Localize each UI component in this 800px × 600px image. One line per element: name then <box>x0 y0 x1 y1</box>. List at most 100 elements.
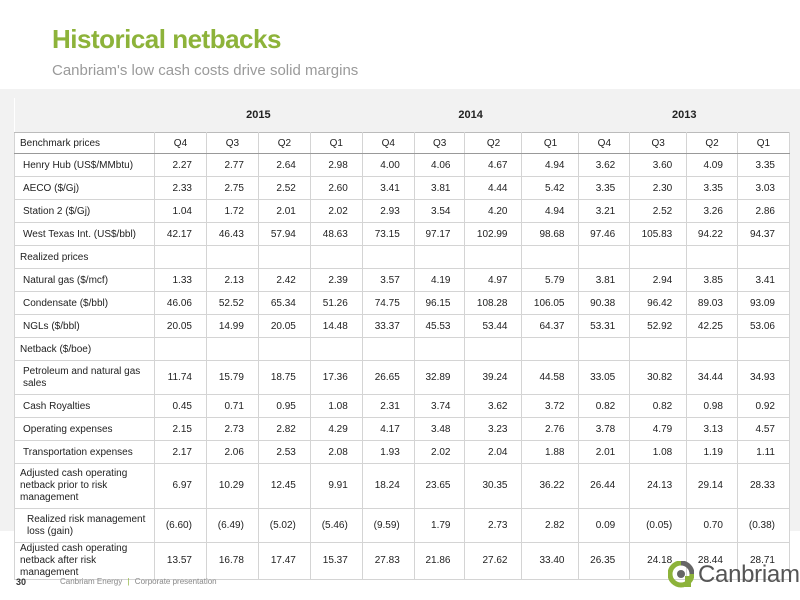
table-cell: 28.44 <box>686 542 738 580</box>
table-cell <box>686 337 738 361</box>
table-cell: 73.15 <box>361 222 415 246</box>
table-cell: 2.52 <box>629 199 688 223</box>
table-cell: 3.41 <box>361 176 415 200</box>
table-row: NGLs ($/bbl) 20.05 14.99 20.05 14.48 33.37 45.… <box>14 314 791 338</box>
table-cell: 0.82 <box>629 394 688 418</box>
table-cell: 4.17 <box>361 417 415 441</box>
table-cell: 27.83 <box>361 542 415 580</box>
table-cell <box>629 245 688 269</box>
table-cell: 4.19 <box>413 268 466 292</box>
table-cell: (5.46) <box>309 508 363 543</box>
table-row: Transportation expenses 2.17 2.06 2.53 2.08 1… <box>14 440 791 464</box>
table-cell: 4.00 <box>361 153 415 177</box>
table-cell: 34.93 <box>736 360 791 395</box>
row-label: West Texas Int. (US$/bbl) <box>14 222 155 246</box>
table-cell: 5.42 <box>521 176 580 200</box>
footer-separator: | <box>127 577 130 586</box>
table-cell: 97.17 <box>413 222 466 246</box>
year-2015: 2015 <box>154 98 363 133</box>
row-label: Transportation expenses <box>14 440 155 464</box>
table-cell: 93.09 <box>736 291 791 315</box>
table-cell: 28.71 <box>736 542 791 580</box>
table-cell: 26.65 <box>361 360 415 395</box>
table-cell <box>154 337 207 361</box>
table-cell: 2.08 <box>309 440 363 464</box>
table-cell: 28.33 <box>736 463 791 509</box>
table-cell: 4.29 <box>309 417 363 441</box>
table-cell: 14.48 <box>309 314 363 338</box>
table-cell: 3.21 <box>578 199 631 223</box>
table-cell: 10.29 <box>205 463 259 509</box>
table-cell: 4.67 <box>464 153 523 177</box>
table-cell: 1.33 <box>154 268 207 292</box>
table-cell <box>521 337 580 361</box>
table-cell: 2.93 <box>361 199 415 223</box>
table-cell <box>521 245 580 269</box>
table-cell: 0.95 <box>257 394 311 418</box>
table-cell <box>736 245 791 269</box>
table-cell: 9.91 <box>309 463 363 509</box>
table-cell: 4.94 <box>521 199 580 223</box>
col-header-quarter: Q3 <box>629 132 688 154</box>
table-cell: 3.81 <box>578 268 631 292</box>
table-cell <box>205 245 259 269</box>
table-cell: 105.83 <box>629 222 688 246</box>
table-cell: 2.02 <box>309 199 363 223</box>
table-cell: 2.15 <box>154 417 207 441</box>
table-cell <box>309 337 363 361</box>
col-header-quarter: Q4 <box>154 132 207 154</box>
table-cell <box>413 245 466 269</box>
table-row: Realized risk management loss (gain) (6.6… <box>14 508 791 543</box>
table-row: Adjusted cash operating netback after ri… <box>14 542 791 580</box>
table-cell: 4.09 <box>686 153 738 177</box>
table-cell: 1.79 <box>413 508 466 543</box>
year-2014: 2014 <box>362 98 579 133</box>
table-cell <box>629 337 688 361</box>
table-cell: 39.24 <box>464 360 523 395</box>
table-row: AECO ($/Gj) 2.33 2.75 2.52 2.60 3.41 3.81 4.44 5… <box>14 176 791 200</box>
table-cell: 2.27 <box>154 153 207 177</box>
table-cell: 2.60 <box>309 176 363 200</box>
table-cell: 3.13 <box>686 417 738 441</box>
table-row: Realized prices <box>14 245 791 269</box>
table-cell: 98.68 <box>521 222 580 246</box>
table-cell <box>413 337 466 361</box>
logo-text: Canbriam <box>698 561 800 588</box>
table-cell: 3.35 <box>686 176 738 200</box>
table-cell: 3.54 <box>413 199 466 223</box>
col-header-quarter: Q4 <box>578 132 631 154</box>
table-cell: 4.94 <box>521 153 580 177</box>
table-cell: 34.44 <box>686 360 738 395</box>
table-cell: 74.75 <box>361 291 415 315</box>
row-label: Realized risk management loss (gain) <box>14 508 155 543</box>
table-cell: 4.44 <box>464 176 523 200</box>
table-cell: 30.35 <box>464 463 523 509</box>
table-cell: 2.42 <box>257 268 311 292</box>
table-cell: 1.04 <box>154 199 207 223</box>
table-cell: 3.60 <box>629 153 688 177</box>
row-label: Condensate ($/bbl) <box>14 291 155 315</box>
table-cell: 17.47 <box>257 542 311 580</box>
table-cell: 3.35 <box>736 153 791 177</box>
table-cell: 4.79 <box>629 417 688 441</box>
table-cell: 29.14 <box>686 463 738 509</box>
table-cell: 3.72 <box>521 394 580 418</box>
table-cell: 2.98 <box>309 153 363 177</box>
row-label: Adjusted cash operating netback after ri… <box>14 542 155 580</box>
col-header-quarter: Q2 <box>257 132 311 154</box>
table-cell: 11.74 <box>154 360 207 395</box>
table-cell: 26.35 <box>578 542 631 580</box>
table-cell: 15.37 <box>309 542 363 580</box>
table-cell: 3.26 <box>686 199 738 223</box>
row-label: Operating expenses <box>14 417 155 441</box>
table-cell: 1.93 <box>361 440 415 464</box>
table-cell: 106.05 <box>521 291 580 315</box>
table-cell: 4.97 <box>464 268 523 292</box>
table-cell: 2.06 <box>205 440 259 464</box>
table-cell: 13.57 <box>154 542 207 580</box>
table-cell <box>309 245 363 269</box>
col-header-quarter: Q1 <box>736 132 791 154</box>
table-cell: 27.62 <box>464 542 523 580</box>
table-cell: 51.26 <box>309 291 363 315</box>
table-cell: 30.82 <box>629 360 688 395</box>
